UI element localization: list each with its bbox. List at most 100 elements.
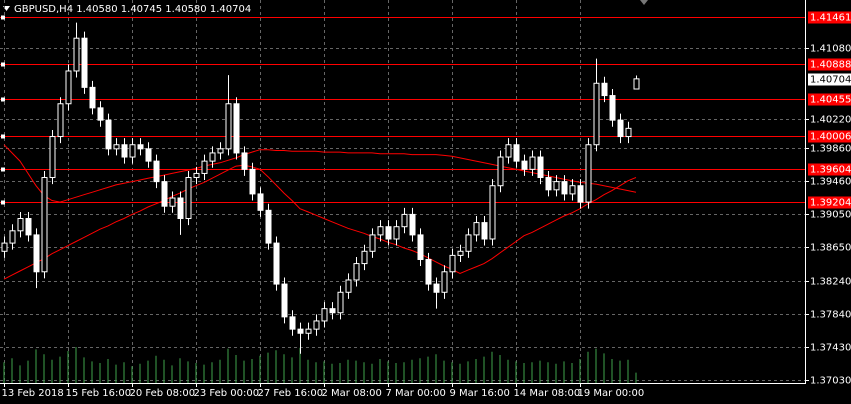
- y-tick-label: 1.38240: [810, 277, 851, 288]
- candle-body: [289, 316, 296, 330]
- level-label-box: [808, 11, 851, 24]
- candle-body: [577, 185, 584, 203]
- candle-body: [337, 291, 344, 314]
- candle-body: [593, 82, 600, 146]
- candle-body: [161, 181, 168, 207]
- level-label: 1.39204: [810, 198, 851, 209]
- candle-body: [433, 283, 440, 293]
- y-tick-label: 1.37840: [810, 310, 851, 321]
- candle-body: [633, 78, 640, 90]
- candle-body: [473, 222, 480, 236]
- candle-body: [329, 308, 336, 314]
- level-label-box: [808, 130, 851, 143]
- candle-body: [449, 254, 456, 273]
- level-label: 1.41461: [810, 13, 851, 24]
- candle-body: [241, 152, 248, 170]
- candle-body: [129, 144, 136, 158]
- x-tick-label: 20 Feb 08:00: [130, 388, 196, 399]
- level-label-box: [808, 163, 851, 176]
- candle-body: [9, 230, 16, 244]
- candle-body: [17, 218, 24, 232]
- candle-body: [553, 181, 560, 191]
- level-label: 1.40006: [810, 132, 851, 143]
- candle-body: [201, 160, 208, 174]
- candle-body: [401, 213, 408, 228]
- candle-body: [409, 213, 416, 236]
- candle-body: [65, 70, 72, 105]
- candle-body: [489, 185, 496, 240]
- candle-body: [481, 222, 488, 240]
- candle-body: [265, 209, 272, 244]
- shift-marker: [640, 0, 648, 5]
- y-tick-label: 1.40220: [810, 115, 851, 126]
- candle-body: [33, 234, 40, 273]
- x-tick-label: 23 Feb 00:00: [194, 388, 260, 399]
- candle-body: [257, 193, 264, 211]
- candle-body: [249, 168, 256, 195]
- candle-body: [321, 308, 328, 322]
- candle-body: [385, 226, 392, 240]
- candle-body: [569, 185, 576, 195]
- x-tick-label: 7 Mar 00:00: [386, 388, 446, 399]
- y-tick-label: 1.37030: [810, 376, 851, 387]
- candle-body: [617, 119, 624, 138]
- candle-body: [497, 156, 504, 187]
- last-price-label: 1.40704: [810, 75, 851, 86]
- level-label-box: [808, 93, 851, 106]
- level-anchor: [1, 200, 5, 205]
- x-tick-label: 15 Feb 16:00: [66, 388, 132, 399]
- candle-body: [121, 144, 128, 158]
- candle-body: [625, 127, 632, 138]
- candle-body: [313, 320, 320, 330]
- candle-body: [369, 234, 376, 252]
- level-label: 1.40888: [810, 60, 851, 71]
- candle-body: [105, 119, 112, 150]
- candle-body: [601, 82, 608, 97]
- level-label: 1.40455: [810, 95, 851, 106]
- candle-body: [89, 86, 96, 109]
- x-tick-label: 14 Mar 08:00: [514, 388, 581, 399]
- candle-body: [49, 136, 56, 179]
- x-tick-label: 19 Mar 00:00: [578, 388, 645, 399]
- candle-body: [25, 218, 32, 236]
- y-tick-label: 1.39460: [810, 177, 851, 188]
- candle-body: [305, 328, 312, 334]
- candle-body: [81, 37, 88, 88]
- x-tick-label: 27 Feb 16:00: [258, 388, 324, 399]
- candle-body: [353, 263, 360, 281]
- ma-line: [3, 164, 637, 280]
- y-tick-label: 1.41080: [810, 44, 851, 55]
- candle-body: [41, 177, 48, 273]
- level-anchor: [1, 62, 5, 67]
- candle-body: [393, 226, 400, 240]
- candle-body: [217, 148, 224, 154]
- level-anchor: [1, 134, 5, 139]
- level-anchor: [1, 167, 5, 172]
- candle-body: [545, 177, 552, 191]
- level-anchor: [1, 97, 5, 102]
- candle-body: [417, 234, 424, 260]
- level-label-box: [808, 196, 851, 209]
- candle-body: [57, 103, 64, 138]
- candle-body: [345, 279, 352, 293]
- x-tick-label: 9 Mar 16:00: [450, 388, 510, 399]
- ma-line: [3, 144, 637, 203]
- candle-body: [145, 148, 152, 162]
- candle-body: [505, 144, 512, 158]
- candle-body: [585, 144, 592, 203]
- level-label-box: [808, 58, 851, 71]
- x-tick-label: 2 Mar 08:00: [322, 388, 382, 399]
- candle-body: [457, 250, 464, 256]
- level-label: 1.39604: [810, 165, 851, 176]
- candle-body: [97, 107, 104, 121]
- candle-body: [177, 197, 184, 220]
- x-tick-label: 13 Feb 2018: [2, 388, 64, 399]
- candle-body: [225, 103, 232, 150]
- candle-body: [137, 144, 144, 150]
- candle-body: [1, 242, 8, 252]
- chart-title: GBPUSD,H4 1.40580 1.40745 1.40580 1.4070…: [14, 4, 251, 15]
- candle-body: [193, 172, 200, 179]
- candle-body: [281, 283, 288, 318]
